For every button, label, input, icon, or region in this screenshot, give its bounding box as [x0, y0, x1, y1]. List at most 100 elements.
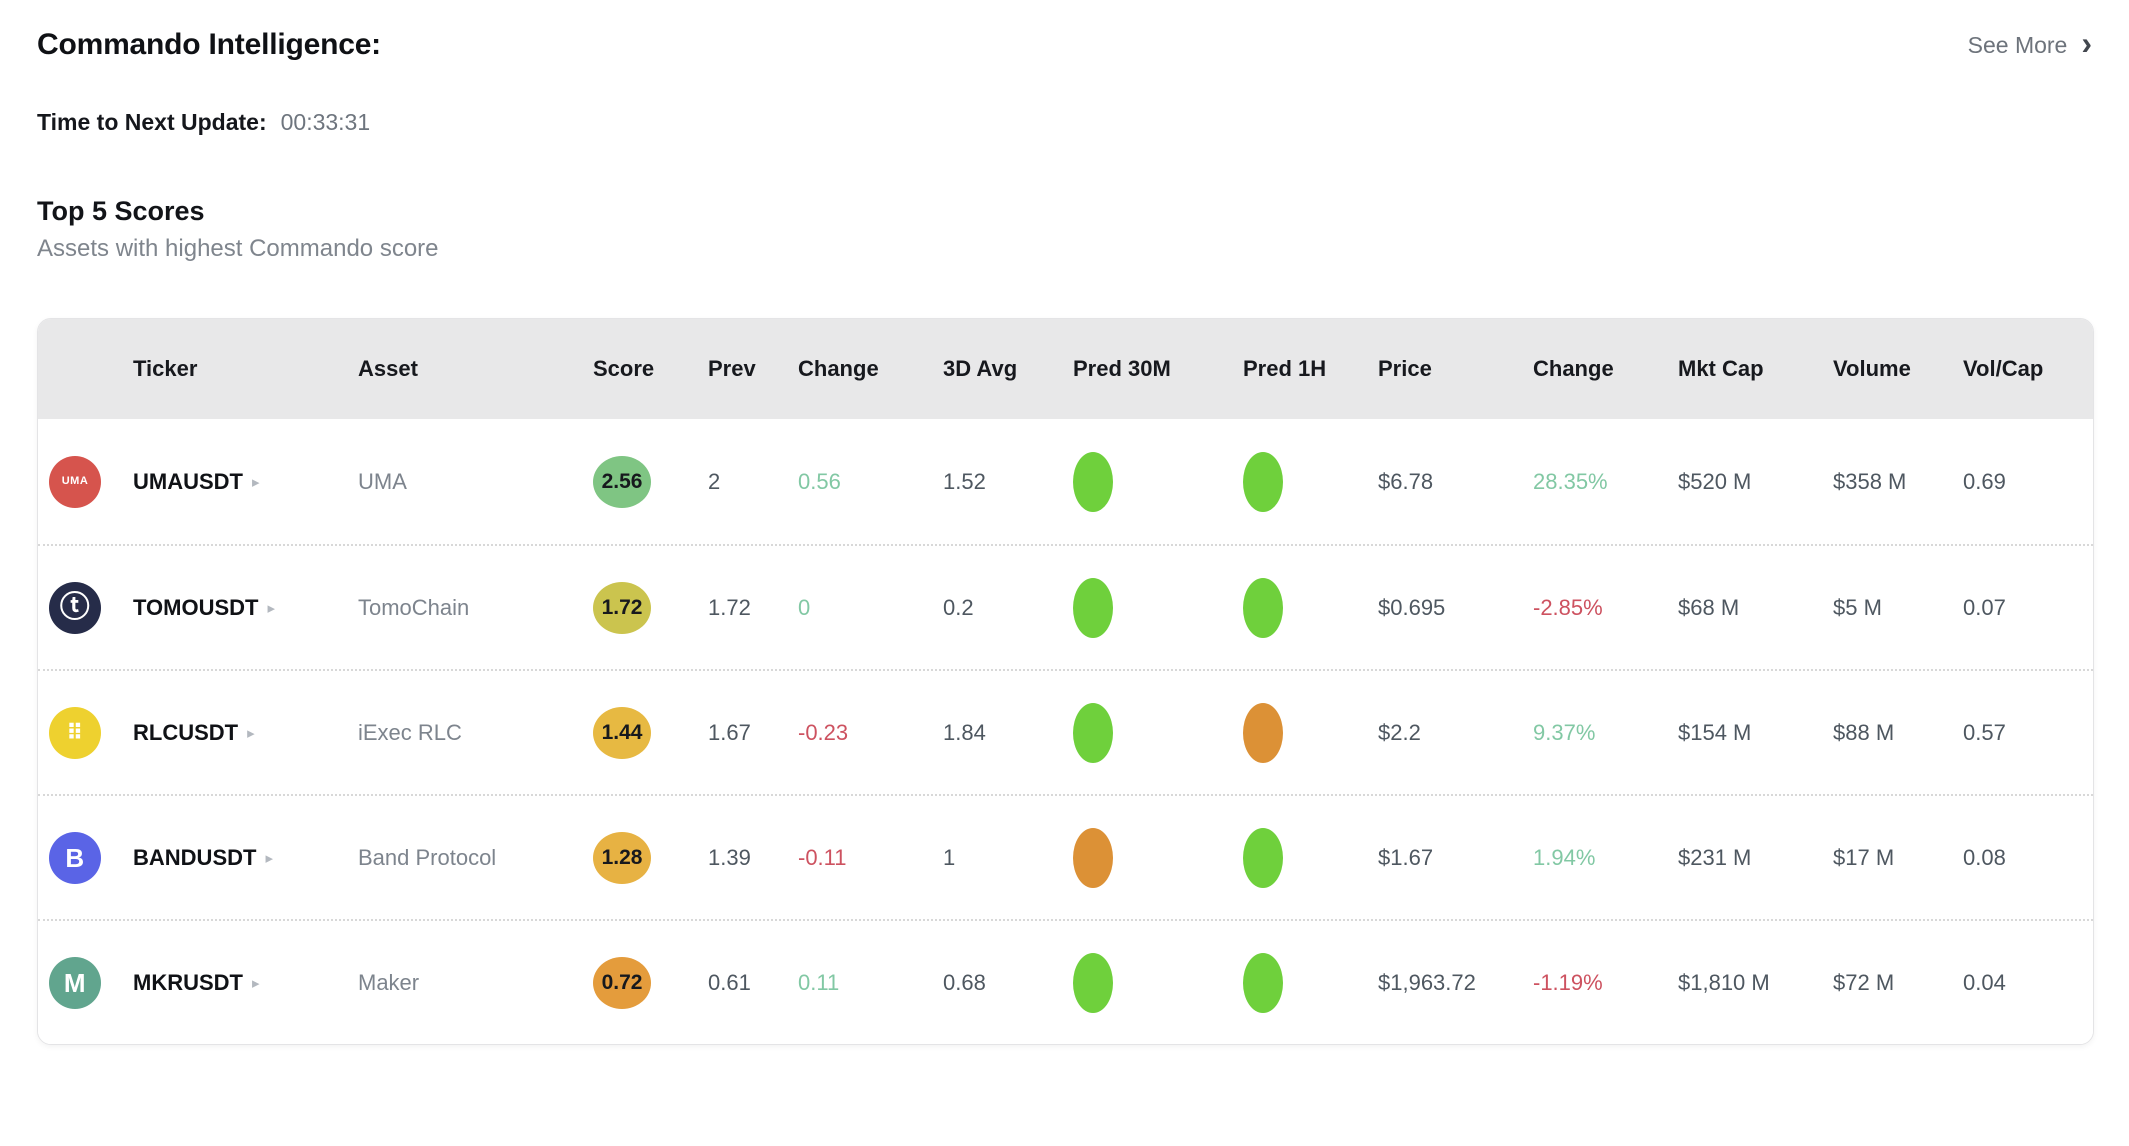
chevron-right-icon: ▸ — [265, 849, 273, 867]
pred-30m-indicator — [1073, 952, 1113, 1013]
pred-30m-cell — [1073, 952, 1243, 1013]
pred-1h-indicator — [1243, 952, 1283, 1013]
score-change: 0.56 — [798, 468, 841, 494]
coin-glyph: M — [63, 967, 87, 998]
vol-cap-ratio: 0.07 — [1963, 594, 2006, 620]
table-row[interactable]: ⠿ RLCUSDT ▸ iExec RLC 1.44 1.67 -0.23 1.… — [38, 669, 2093, 794]
pred-1h-cell — [1243, 451, 1378, 512]
score-cell: 1.28 — [593, 831, 708, 884]
volume: $72 M — [1833, 969, 1895, 995]
ticker-link[interactable]: RLCUSDT ▸ — [133, 720, 358, 746]
asset-name: Band Protocol — [358, 844, 497, 870]
asset-name: UMA — [358, 468, 407, 494]
market-cap: $231 M — [1678, 844, 1752, 870]
pred-30m-cell — [1073, 827, 1243, 888]
pred-1h-cell — [1243, 827, 1378, 888]
market-cap: $1,810 M — [1678, 969, 1770, 995]
next-update-row: Time to Next Update: 00:33:31 — [37, 109, 2092, 136]
col-vol-cap: Vol/Cap — [1963, 356, 2044, 381]
col-volume: Volume — [1833, 356, 1911, 381]
price-change-pct: -1.19% — [1533, 969, 1603, 995]
score-badge: 1.28 — [593, 831, 651, 884]
table-row[interactable]: M MKRUSDT ▸ Maker 0.72 0.61 0.11 0.68 $1… — [38, 919, 2093, 1044]
price-change-pct: 28.35% — [1533, 468, 1608, 494]
price-change-pct: -2.85% — [1533, 594, 1603, 620]
score-change: -0.11 — [798, 844, 847, 870]
coin-logo-cell: UMA — [38, 455, 133, 508]
score-badge: 1.72 — [593, 581, 651, 634]
ticker-label: RLCUSDT — [133, 719, 239, 745]
score-cell: 0.72 — [593, 956, 708, 1009]
score-cell: 1.44 — [593, 706, 708, 759]
score-cell: 1.72 — [593, 581, 708, 634]
volume: $17 M — [1833, 844, 1895, 870]
col-price-change: Change — [1533, 356, 1614, 381]
pred-1h-indicator — [1243, 451, 1283, 512]
chevron-right-icon: ▸ — [252, 473, 260, 491]
coin-glyph: ⠿ — [66, 719, 84, 745]
ticker-label: UMAUSDT — [133, 468, 243, 494]
asset-name: Maker — [358, 969, 420, 995]
avg-3d: 0.68 — [943, 969, 986, 995]
col-change: Change — [798, 356, 879, 381]
prev-score: 1.39 — [708, 844, 751, 870]
coin-glyph: ⓣ — [59, 590, 91, 624]
top-bar: Commando Intelligence: See More › — [37, 27, 2092, 62]
price: $2.2 — [1378, 719, 1421, 745]
see-more-button[interactable]: See More › — [1968, 27, 2092, 59]
vol-cap-ratio: 0.04 — [1963, 969, 2006, 995]
price: $6.78 — [1378, 468, 1434, 494]
prev-score: 1.67 — [708, 719, 751, 745]
ticker-link[interactable]: MKRUSDT ▸ — [133, 970, 358, 996]
market-cap: $154 M — [1678, 719, 1752, 745]
pred-30m-cell — [1073, 702, 1243, 763]
volume: $5 M — [1833, 594, 1882, 620]
ticker-link[interactable]: BANDUSDT ▸ — [133, 845, 358, 871]
col-score: Score — [593, 356, 655, 381]
avg-3d: 1.84 — [943, 719, 986, 745]
maker-logo-icon: M — [49, 956, 101, 1009]
chevron-right-icon: ▸ — [267, 599, 276, 617]
market-cap: $68 M — [1678, 594, 1740, 620]
ticker-label: BANDUSDT — [133, 844, 257, 870]
coin-glyph: B — [65, 842, 85, 873]
asset-name: iExec RLC — [358, 719, 462, 745]
col-prev: Prev — [708, 356, 756, 381]
table-row[interactable]: UMA UMAUSDT ▸ UMA 2.56 2 0.56 1.52 $6.78… — [38, 419, 2093, 544]
pred-1h-cell — [1243, 577, 1378, 638]
chevron-right-icon: ▸ — [247, 724, 255, 742]
coin-logo-cell: ⠿ — [38, 706, 133, 759]
coin-glyph: UMA — [61, 475, 89, 487]
avg-3d: 1.52 — [943, 468, 986, 494]
ticker-link[interactable]: TOMOUSDT ▸ — [133, 595, 358, 621]
pred-30m-indicator — [1073, 451, 1113, 512]
pred-30m-indicator — [1073, 702, 1113, 763]
pred-1h-indicator — [1243, 702, 1283, 763]
col-pred-1h: Pred 1H — [1243, 356, 1327, 381]
price: $1,963.72 — [1378, 969, 1476, 995]
volume: $88 M — [1833, 719, 1895, 745]
price-change-pct: 1.94% — [1533, 844, 1596, 870]
col-price: Price — [1378, 356, 1432, 381]
table-row[interactable]: B BANDUSDT ▸ Band Protocol 1.28 1.39 -0.… — [38, 794, 2093, 919]
col-mkt-cap: Mkt Cap — [1678, 356, 1764, 381]
ticker-label: TOMOUSDT — [133, 594, 259, 620]
pred-30m-cell — [1073, 577, 1243, 638]
ticker-link[interactable]: UMAUSDT ▸ — [133, 469, 358, 495]
table-header-row: Ticker Asset Score Prev Change 3D Avg Pr… — [38, 319, 2093, 419]
vol-cap-ratio: 0.57 — [1963, 719, 2006, 745]
coin-logo-cell: M — [38, 956, 133, 1009]
price: $1.67 — [1378, 844, 1434, 870]
table-row[interactable]: ⓣ TOMOUSDT ▸ TomoChain 1.72 1.72 0 0.2 $… — [38, 544, 2093, 669]
col-ticker: Ticker — [133, 356, 198, 381]
page: Commando Intelligence: See More › Time t… — [37, 27, 2094, 1045]
pred-1h-cell — [1243, 952, 1378, 1013]
score-change: -0.23 — [798, 719, 849, 745]
vol-cap-ratio: 0.08 — [1963, 844, 2006, 870]
iexec-rlc-logo-icon: ⠿ — [49, 706, 101, 759]
section-title: Top 5 Scores — [37, 196, 205, 226]
score-badge: 1.44 — [593, 706, 651, 759]
pred-1h-cell — [1243, 702, 1378, 763]
col-pred-30m: Pred 30M — [1073, 356, 1171, 381]
ticker-label: MKRUSDT — [133, 969, 243, 995]
